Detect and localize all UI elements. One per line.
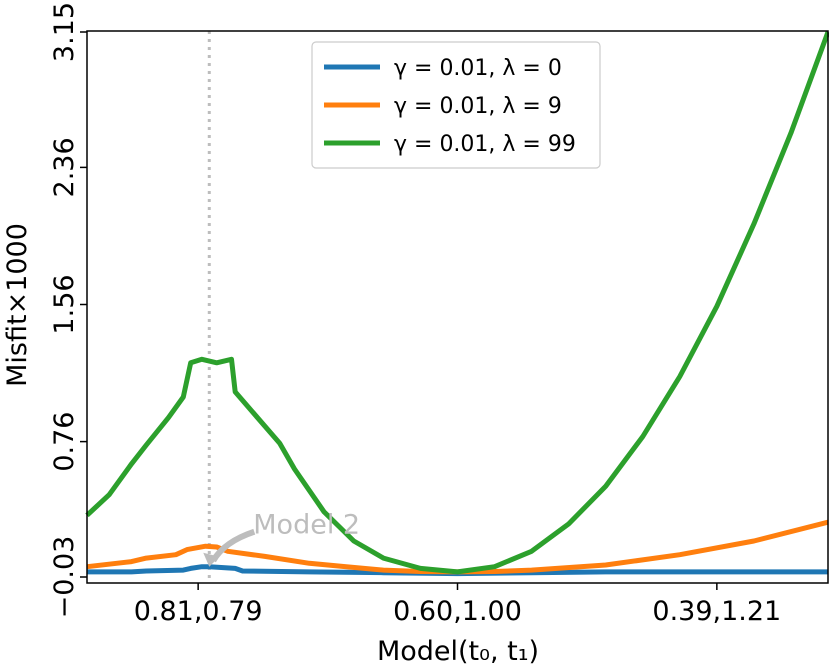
y-tick-label: −0.03 bbox=[49, 536, 80, 619]
y-tick-label: 2.36 bbox=[49, 137, 80, 197]
y-axis-label: Misfit×1000 bbox=[2, 223, 33, 387]
y-tick-label: 3.15 bbox=[49, 2, 80, 62]
axes: 0.81,0.79 0.60,1.00 0.39,1.21 −0.03 0.76 1.56… bbox=[49, 2, 829, 627]
plot-area: Model 2 bbox=[85, 31, 829, 583]
y-tick-label: 0.76 bbox=[49, 412, 80, 472]
x-tick-label: 0.39,1.21 bbox=[652, 596, 781, 627]
annotation-arrowhead bbox=[203, 552, 220, 567]
y-tick-label: 1.56 bbox=[49, 274, 80, 334]
series-line-2 bbox=[86, 519, 829, 575]
legend-label: γ = 0.01, λ = 0 bbox=[394, 56, 562, 81]
x-tick-label: 0.81,0.79 bbox=[134, 596, 263, 627]
legend-label: γ = 0.01, λ = 9 bbox=[394, 94, 562, 119]
legend-box bbox=[311, 41, 601, 169]
legend: γ = 0.01, λ = 0 γ = 0.01, λ = 9 γ = 0.01, … bbox=[311, 41, 601, 169]
series-line-3 bbox=[85, 31, 829, 575]
annotation-label: Model 2 bbox=[253, 510, 360, 541]
legend-label: γ = 0.01, λ = 99 bbox=[394, 132, 576, 157]
x-tick-label: 0.60,1.00 bbox=[393, 596, 522, 627]
x-axis-label: Model(t₀, t₁) bbox=[377, 636, 539, 667]
